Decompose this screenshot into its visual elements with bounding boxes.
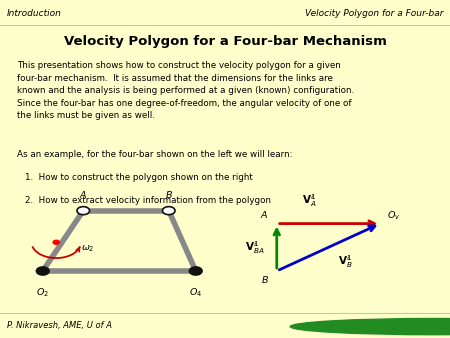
Text: As an example, for the four-bar shown on the left we will learn:: As an example, for the four-bar shown on… [17, 150, 292, 159]
Text: $B$: $B$ [165, 189, 173, 200]
Text: Velocity Polygon for a Four-bar Mechanism: Velocity Polygon for a Four-bar Mechanis… [63, 35, 387, 48]
Circle shape [53, 240, 59, 244]
Text: $\mathbf{V'}\!^1_A$: $\mathbf{V'}\!^1_A$ [302, 192, 317, 209]
Text: $O_v$: $O_v$ [387, 210, 400, 222]
Circle shape [290, 318, 450, 335]
Text: 2.  How to extract velocity information from the polygon: 2. How to extract velocity information f… [25, 196, 271, 205]
Circle shape [189, 267, 202, 275]
Text: Introduction: Introduction [7, 9, 62, 19]
Text: $B$: $B$ [261, 274, 269, 285]
Text: $\omega_2$: $\omega_2$ [81, 243, 94, 254]
Text: This presentation shows how to construct the velocity polygon for a given
four-b: This presentation shows how to construct… [17, 61, 354, 120]
Text: $\mathbf{V'}\!^1_B$: $\mathbf{V'}\!^1_B$ [338, 253, 353, 270]
Circle shape [162, 207, 175, 215]
Text: $O_2$: $O_2$ [36, 287, 49, 299]
Circle shape [77, 207, 90, 215]
Text: $\mathbf{V'}\!^1_{BA}$: $\mathbf{V'}\!^1_{BA}$ [245, 239, 266, 256]
Text: $A$: $A$ [79, 189, 87, 200]
Text: $A$: $A$ [260, 209, 269, 220]
Text: Velocity Polygon for a Four-bar: Velocity Polygon for a Four-bar [305, 9, 443, 19]
Text: $O_4$: $O_4$ [189, 287, 202, 299]
Text: P. Nikravesh, AME, U of A: P. Nikravesh, AME, U of A [7, 321, 112, 330]
Text: 1.  How to construct the polygon shown on the right: 1. How to construct the polygon shown on… [25, 173, 252, 182]
Circle shape [36, 267, 49, 275]
